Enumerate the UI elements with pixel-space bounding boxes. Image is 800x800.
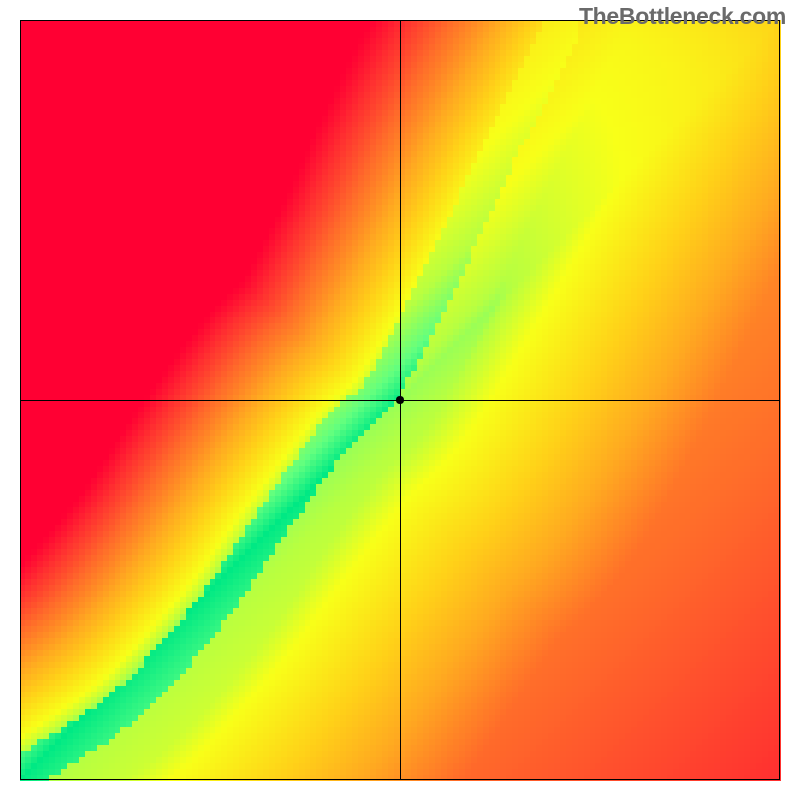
heatmap-canvas (0, 0, 800, 800)
chart-container: TheBottleneck.com (0, 0, 800, 800)
heatmap-plot (0, 0, 800, 800)
watermark-text: TheBottleneck.com (579, 3, 786, 30)
